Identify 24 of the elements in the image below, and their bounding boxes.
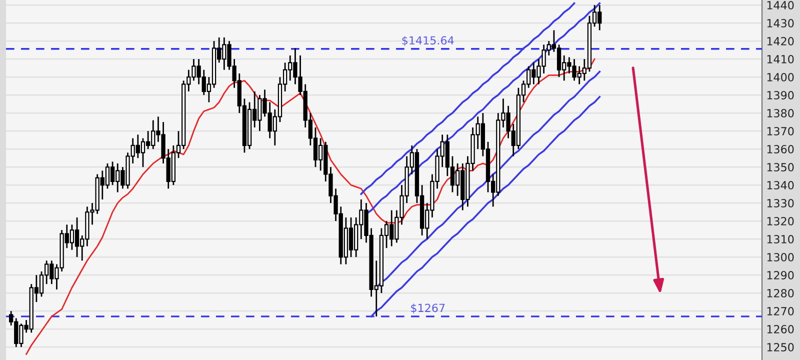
y-tick-label: 1350 bbox=[767, 163, 794, 172]
y-tick-label: 1290 bbox=[767, 271, 794, 280]
y-tick-label: 1410 bbox=[767, 55, 794, 64]
y-tick-label: 1310 bbox=[767, 235, 794, 244]
y-tick-label: 1330 bbox=[767, 199, 794, 208]
y-tick-label: 1270 bbox=[767, 307, 794, 316]
y-tick-label: 1400 bbox=[767, 73, 794, 82]
y-tick-label: 1260 bbox=[767, 325, 794, 334]
line-series bbox=[375, 70, 601, 289]
y-tick-label: 1250 bbox=[767, 343, 794, 352]
ref-line-label: $1415.64 bbox=[402, 36, 454, 46]
y-tick-label: 1340 bbox=[767, 181, 794, 190]
y-tick-label: 1300 bbox=[767, 253, 794, 262]
y-tick-label: 1380 bbox=[767, 109, 794, 118]
ref-line-label: $1267 bbox=[411, 304, 445, 314]
y-tick-label: 1370 bbox=[767, 127, 794, 136]
y-tick-label: 1280 bbox=[767, 289, 794, 298]
line-series bbox=[26, 58, 596, 355]
y-tick-label: 1320 bbox=[767, 217, 794, 226]
y-tick-label: 1430 bbox=[767, 19, 794, 28]
y-tick-label: 1360 bbox=[767, 145, 794, 154]
y-tick-label: 1420 bbox=[767, 37, 794, 46]
y-tick-label: 1440 bbox=[767, 1, 794, 10]
y-tick-label: 1390 bbox=[767, 91, 794, 100]
